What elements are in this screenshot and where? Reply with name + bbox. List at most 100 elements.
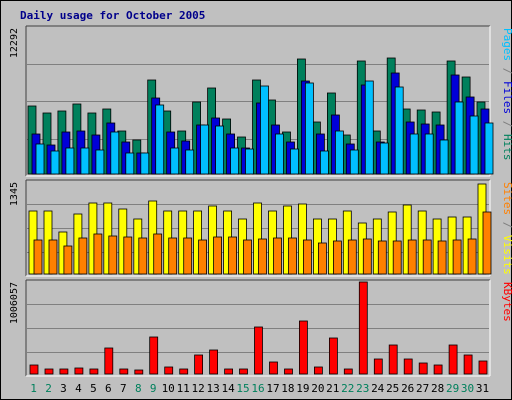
legend-entry: / — [501, 61, 512, 81]
chart-title: Daily usage for October 2005 — [20, 9, 205, 22]
panel-legend: KBytes — [501, 282, 512, 322]
bar-sites-day-23 — [362, 238, 372, 275]
bar-sites-day-18 — [288, 237, 297, 275]
day-label-1: 1 — [30, 382, 37, 395]
legend-entry: KBytes — [501, 282, 512, 322]
legend-entry: Files — [501, 81, 512, 114]
bar-sites-day-14 — [228, 236, 238, 275]
bar-sites-day-31 — [482, 211, 492, 275]
panel-kbytes: 1006057 KBytes — [9, 279, 512, 377]
bar-kbytes-day-28 — [433, 364, 443, 375]
bar-pages-day-18 — [290, 148, 299, 175]
legend-entry: / — [501, 215, 512, 235]
day-label-9: 9 — [150, 382, 157, 395]
legend-entry: Sites — [501, 182, 512, 215]
bar-sites-day-5 — [93, 233, 103, 275]
bar-pages-day-15 — [245, 148, 254, 175]
bar-pages-day-13 — [215, 125, 225, 175]
day-label-30: 30 — [461, 382, 474, 395]
bar-kbytes-day-25 — [388, 344, 398, 375]
day-label-7: 7 — [120, 382, 127, 395]
bar-visits-day-16 — [253, 202, 262, 275]
bar-sites-day-2 — [48, 239, 58, 275]
bar-pages-day-4 — [80, 147, 90, 175]
day-label-4: 4 — [75, 382, 82, 395]
bar-pages-day-27 — [424, 133, 434, 175]
bar-kbytes-day-22 — [343, 368, 353, 375]
bar-kbytes-day-10 — [164, 366, 174, 375]
bar-sites-day-28 — [437, 240, 447, 275]
bar-kbytes-day-15 — [239, 368, 248, 375]
bar-kbytes-day-20 — [313, 366, 323, 375]
bar-kbytes-day-21 — [328, 337, 338, 375]
bar-sites-day-1 — [33, 239, 43, 275]
bar-sites-day-22 — [347, 239, 357, 275]
bar-kbytes-day-11 — [179, 368, 189, 375]
bar-pages-day-14 — [230, 147, 240, 175]
bar-sites-day-7 — [123, 236, 133, 275]
bar-pages-day-30 — [469, 115, 479, 175]
bar-kbytes-day-14 — [224, 368, 234, 375]
bar-kbytes-day-5 — [89, 368, 99, 375]
bar-kbytes-day-23 — [358, 281, 368, 375]
legend-entry: Pages — [501, 28, 512, 61]
bar-pages-day-19 — [304, 82, 314, 175]
day-labels: 1 2 3 4 5 6 7 8 9 10 11 12 13 14 15 16 17 18 19 20 21 22 23 24 2… — [30, 382, 489, 395]
chart-panels: 12292 Pages / Files / Hits 1345 Sites / Vis… — [9, 25, 512, 377]
bar-sites-day-15 — [243, 239, 252, 275]
bar-kbytes-day-8 — [134, 369, 144, 375]
bar-sites-day-16 — [258, 238, 267, 275]
bar-kbytes-day-1 — [29, 364, 39, 375]
bar-kbytes-day-9 — [149, 336, 159, 375]
day-label-12: 12 — [191, 382, 204, 395]
bar-kbytes-day-4 — [74, 367, 84, 375]
day-label-16: 16 — [251, 382, 264, 395]
day-label-17: 17 — [266, 382, 279, 395]
day-label-28: 28 — [431, 382, 444, 395]
bar-kbytes-day-30 — [463, 354, 473, 375]
panel-hits-files-pages: 12292 Pages / Files / Hits — [9, 25, 512, 177]
bar-sites-day-11 — [183, 237, 193, 275]
bar-sites-day-12 — [198, 239, 208, 275]
y-axis-max-label: 1006057 — [9, 282, 20, 324]
bar-kbytes-day-13 — [209, 349, 219, 375]
bar-kbytes-day-29 — [448, 344, 458, 375]
bar-kbytes-day-19 — [298, 320, 308, 375]
panel-legend: Sites / Visits — [501, 182, 512, 275]
bar-sites-day-8 — [138, 237, 148, 275]
bar-pages-day-17 — [275, 133, 284, 175]
bar-pages-day-7 — [125, 152, 135, 175]
y-axis-max-label: 12292 — [9, 28, 20, 58]
day-label-11: 11 — [177, 382, 190, 395]
bar-pages-day-6 — [110, 131, 120, 175]
day-label-14: 14 — [221, 382, 235, 395]
bar-pages-day-2 — [50, 150, 60, 175]
bar-kbytes-day-6 — [104, 347, 114, 375]
bar-sites-day-30 — [467, 238, 477, 275]
bar-pages-day-25 — [394, 86, 404, 175]
day-label-22: 22 — [341, 382, 354, 395]
bar-pages-day-5 — [95, 149, 105, 175]
panel-legend: Pages / Files / Hits — [501, 28, 512, 161]
bar-sites-day-6 — [108, 235, 118, 275]
bar-sites-day-21 — [332, 240, 342, 275]
legend-entry: Visits — [501, 235, 512, 275]
bar-visits-day-19 — [297, 203, 307, 275]
day-label-25: 25 — [386, 382, 399, 395]
day-label-3: 3 — [60, 382, 67, 395]
bar-sites-day-27 — [422, 239, 432, 275]
bar-pages-day-9 — [155, 104, 165, 175]
bar-sites-day-24 — [377, 240, 387, 275]
day-label-29: 29 — [446, 382, 459, 395]
bar-kbytes-day-31 — [478, 360, 488, 375]
bar-kbytes-day-17 — [269, 361, 278, 375]
day-label-21: 21 — [326, 382, 339, 395]
bar-sites-day-25 — [392, 240, 402, 275]
day-label-27: 27 — [416, 382, 429, 395]
bar-pages-day-29 — [454, 101, 464, 175]
bar-pages-day-31 — [484, 122, 494, 175]
bar-sites-day-4 — [78, 237, 88, 275]
day-label-13: 13 — [206, 382, 219, 395]
bar-pages-day-20 — [319, 150, 329, 175]
bar-kbytes-day-2 — [44, 368, 54, 375]
